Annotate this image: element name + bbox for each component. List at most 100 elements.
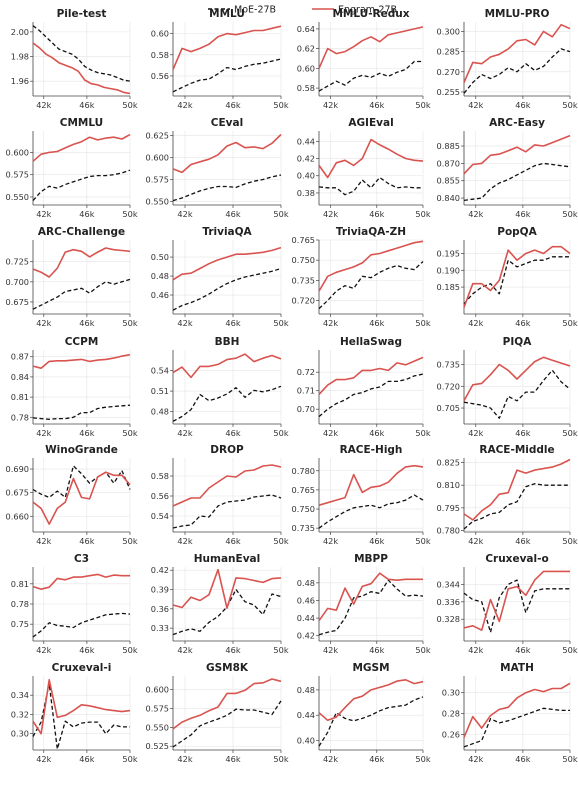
xtick-label: 50k — [273, 645, 288, 655]
series-line-engram-27b — [463, 134, 571, 175]
ytick-label: 0.60 — [151, 29, 169, 39]
xtick-label: 46k — [79, 536, 94, 546]
panel-title: PopQA — [497, 226, 537, 238]
ytick-label: 0.54 — [151, 366, 169, 376]
ytick-label: 0.336 — [437, 597, 460, 607]
xtick-label: 50k — [273, 754, 288, 764]
panel-title: MMLU-Redux — [332, 8, 409, 20]
ytick-label: 0.81 — [11, 392, 29, 402]
ytick-label: 0.575 — [146, 174, 169, 184]
ytick-label: 0.780 — [437, 525, 460, 535]
ytick-label: 0.51 — [151, 386, 169, 396]
legend-label-moe-27b: MoE-27B — [234, 5, 276, 16]
ytick-label: 0.84 — [11, 372, 29, 382]
panel-agieval: AGIEval 0.38 0.40 0.42 0.44 42k 46k 50k — [297, 117, 431, 219]
series-line-engram-27b — [32, 133, 131, 162]
series-line-engram-27b — [172, 464, 282, 507]
ytick-label: 0.735 — [437, 360, 460, 370]
panel-arc-easy: ARC-Easy 0.840 0.855 0.870 0.885 42k 46k 50k — [437, 117, 578, 219]
series-line-moe-27b — [463, 707, 570, 748]
xtick-label: 46k — [369, 754, 384, 764]
xtick-label: 42k — [36, 318, 51, 328]
ytick-label: 0.58 — [297, 83, 315, 93]
xtick-label: 46k — [79, 100, 94, 110]
series-line-engram-27b — [172, 353, 282, 379]
xtick-label: 42k — [323, 209, 338, 219]
xtick-label: 42k — [323, 536, 338, 546]
series-line-moe-27b — [463, 579, 570, 633]
ytick-label: 0.46 — [151, 290, 169, 300]
ytick-label: 0.575 — [146, 703, 169, 713]
panel-title: MBPP — [354, 553, 388, 565]
series-line-moe-27b — [318, 261, 424, 310]
xtick-label: 46k — [225, 318, 240, 328]
series-line-engram-27b — [463, 458, 571, 521]
ytick-label: 0.285 — [437, 47, 460, 57]
panel-title: DROP — [210, 444, 244, 456]
ytick-label: 0.56 — [151, 491, 169, 501]
xtick-label: 42k — [468, 428, 483, 438]
ytick-label: 0.42 — [151, 565, 169, 575]
ytick-label: 0.70 — [297, 404, 315, 414]
ytick-label: 0.48 — [297, 578, 315, 588]
xtick-label: 42k — [177, 318, 192, 328]
ytick-label: 0.185 — [437, 282, 460, 292]
panel-title: CEval — [211, 117, 243, 129]
ytick-label: 0.810 — [437, 480, 460, 490]
ytick-label: 0.39 — [151, 585, 169, 595]
xtick-label: 42k — [468, 100, 483, 110]
panel-triviaqa-zh: TriviaQA-ZH 0.720 0.735 0.750 0.765 42k 46k 50k — [292, 226, 431, 328]
panel-title: MGSM — [352, 662, 389, 674]
xtick-label: 42k — [323, 645, 338, 655]
series-line-moe-27b — [32, 404, 131, 420]
panel-cruxeval-o: Cruxeval-o 0.328 0.336 0.344 42k 46k 50k — [437, 553, 578, 655]
xtick-label: 50k — [562, 428, 577, 438]
ytick-label: 0.328 — [437, 614, 460, 624]
ytick-label: 0.81 — [11, 579, 29, 589]
ytick-label: 0.344 — [437, 579, 460, 589]
xtick-label: 46k — [369, 209, 384, 219]
xtick-label: 46k — [369, 536, 384, 546]
series-line-moe-27b — [463, 48, 571, 94]
xtick-label: 50k — [562, 536, 577, 546]
panel-title: TriviaQA-ZH — [336, 226, 406, 238]
panel-title: MMLU-PRO — [485, 8, 550, 20]
xtick-label: 46k — [515, 100, 530, 110]
xtick-label: 50k — [415, 209, 430, 219]
ytick-label: 0.56 — [151, 71, 169, 81]
ytick-label: 0.72 — [297, 367, 315, 377]
panel-piqa: PIQA 0.705 0.720 0.735 42k 46k 50k — [437, 336, 578, 438]
series-line-moe-27b — [172, 267, 282, 311]
xtick-label: 46k — [515, 645, 530, 655]
ytick-label: 0.78 — [11, 599, 29, 609]
panel-title: HellaSwag — [340, 336, 402, 348]
ytick-label: 1.96 — [11, 76, 29, 86]
ytick-label: 0.71 — [297, 386, 315, 396]
xtick-label: 50k — [415, 536, 430, 546]
ytick-label: 0.795 — [437, 503, 460, 513]
ytick-label: 0.550 — [146, 196, 169, 206]
xtick-label: 42k — [323, 754, 338, 764]
panel-title: MATH — [500, 662, 534, 674]
xtick-label: 42k — [468, 209, 483, 219]
xtick-label: 50k — [122, 754, 137, 764]
panel-humaneval: HumanEval 0.33 0.36 0.39 0.42 42k 46k 50k — [151, 553, 289, 655]
series-line-engram-27b — [318, 26, 424, 69]
ytick-label: 1.98 — [11, 52, 29, 62]
xtick-label: 42k — [468, 536, 483, 546]
series-line-engram-27b — [172, 133, 282, 174]
ytick-label: 0.660 — [6, 511, 29, 521]
xtick-label: 46k — [79, 209, 94, 219]
series-line-engram-27b — [32, 678, 131, 735]
ytick-label: 0.720 — [292, 296, 315, 306]
ytick-label: 0.64 — [297, 24, 315, 34]
ytick-label: 0.87 — [11, 352, 29, 362]
ytick-label: 0.700 — [6, 277, 29, 287]
xtick-label: 46k — [515, 536, 530, 546]
xtick-label: 46k — [369, 318, 384, 328]
panel-title: Cruxeval-i — [52, 662, 112, 674]
ytick-label: 0.32 — [11, 709, 29, 719]
panel-title: CMMLU — [60, 117, 103, 129]
xtick-label: 50k — [273, 100, 288, 110]
ytick-label: 0.575 — [6, 170, 29, 180]
